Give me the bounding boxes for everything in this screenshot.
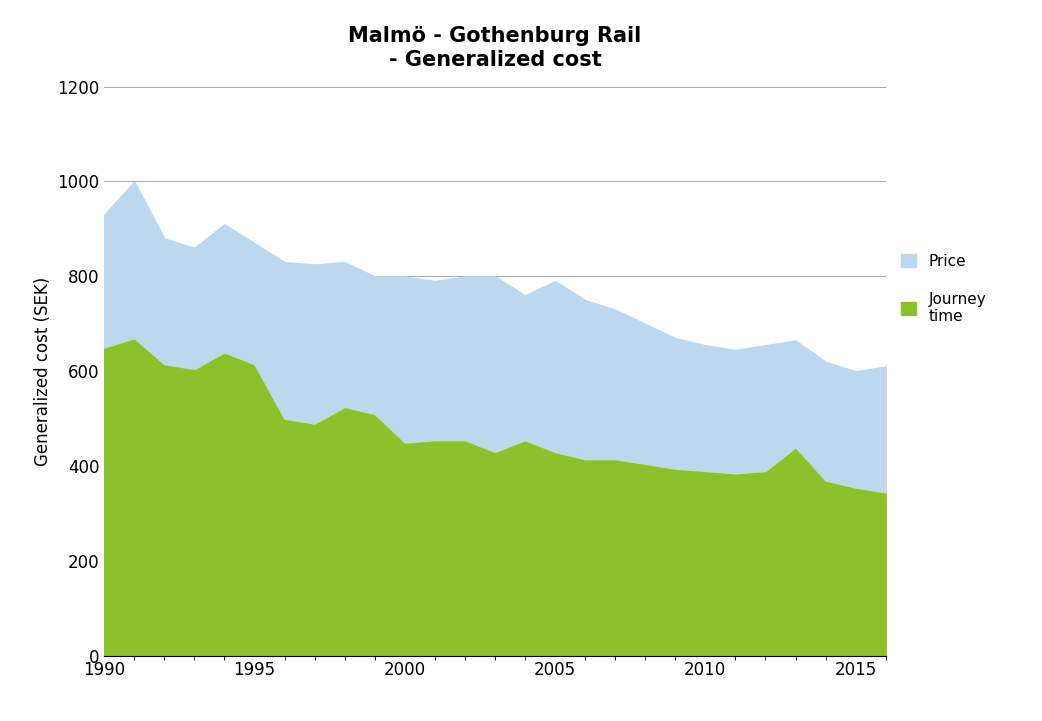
Title: Malmö - Gothenburg Rail
- Generalized cost: Malmö - Gothenburg Rail - Generalized co… — [348, 27, 642, 70]
Legend: Price, Journey
time: Price, Journey time — [901, 254, 987, 324]
Y-axis label: Generalized cost (SEK): Generalized cost (SEK) — [33, 277, 51, 466]
